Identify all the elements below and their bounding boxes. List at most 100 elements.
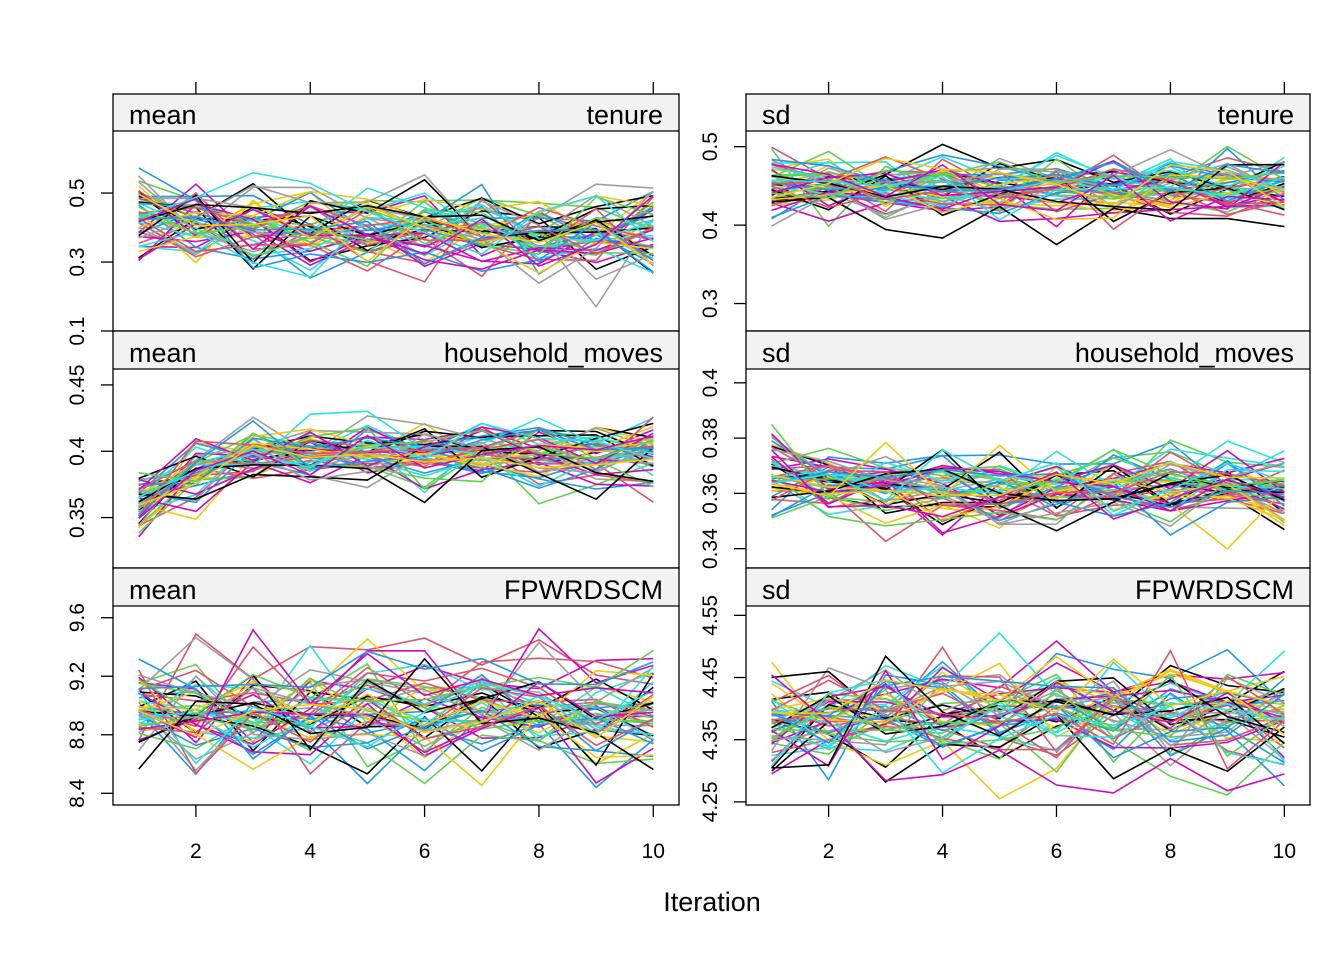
series-line xyxy=(138,194,654,268)
series-line xyxy=(771,158,1285,193)
x-axis: 2 4 6 8 10 2 4 6 8 10 xyxy=(190,82,1296,863)
series-line xyxy=(138,650,654,690)
strip-variable-label: household_moves xyxy=(1075,338,1294,368)
series-line xyxy=(771,649,1285,771)
series-line xyxy=(770,423,1285,512)
series-line xyxy=(138,679,654,787)
series-line xyxy=(138,682,654,765)
strip-background xyxy=(746,331,1310,369)
series-line xyxy=(771,674,1285,794)
y-tick-label: 4.45 xyxy=(699,657,722,698)
series-line xyxy=(138,628,654,739)
panel-frame xyxy=(745,567,1311,806)
y-tick-label: 4.25 xyxy=(699,781,722,822)
series-line xyxy=(137,669,654,775)
series-line xyxy=(771,468,1285,509)
series-line xyxy=(771,175,1285,221)
series-lines xyxy=(138,167,654,309)
panel-sd-tenure: sd tenure 0.3 0.4 0.5 xyxy=(699,93,1311,332)
panel-sd-household_moves: sd household_moves 0.34 0.36 0.38 0.4 xyxy=(699,330,1311,569)
series-line xyxy=(771,680,1285,747)
x-tick-label: 10 xyxy=(642,840,665,863)
x-tick-label: 8 xyxy=(533,840,545,863)
series-lines xyxy=(770,423,1285,550)
series-line xyxy=(771,441,1285,498)
y-tick-label: 0.3 xyxy=(699,289,722,318)
y-tick-label: 0.34 xyxy=(699,528,722,569)
strip-variable-label: tenure xyxy=(586,100,663,130)
series-line xyxy=(138,445,654,501)
strip-stat-label: sd xyxy=(762,100,791,130)
series-line xyxy=(771,448,1285,513)
series-line xyxy=(138,669,654,733)
series-line xyxy=(138,422,654,498)
series-line xyxy=(138,201,654,274)
series-line xyxy=(138,445,654,504)
y-tick-label: 0.1 xyxy=(66,316,89,345)
x-tick-label: 10 xyxy=(1273,840,1296,863)
series-lines xyxy=(138,410,654,538)
series-line xyxy=(138,669,654,726)
series-line xyxy=(771,658,1285,736)
x-tick-label: 8 xyxy=(1165,840,1177,863)
series-line xyxy=(771,196,1285,246)
series-line xyxy=(771,462,1285,517)
strip-stat-label: mean xyxy=(129,338,197,368)
series-line xyxy=(138,209,654,255)
strip-background xyxy=(746,94,1310,131)
panel-mean-tenure: mean tenure 0.1 0.3 0.5 xyxy=(66,93,680,346)
series-line xyxy=(138,429,654,483)
x-tick-label: 4 xyxy=(304,840,316,863)
series-line xyxy=(138,681,654,754)
series-line xyxy=(771,662,1285,739)
strip-background xyxy=(113,94,679,131)
y-tick-label: 0.4 xyxy=(66,436,89,466)
series-lines xyxy=(770,631,1286,800)
y-tick-label: 0.38 xyxy=(699,418,722,459)
series-line xyxy=(771,675,1285,744)
y-tick-label: 8.8 xyxy=(66,720,89,749)
series-line xyxy=(771,697,1285,774)
series-line xyxy=(771,156,1285,205)
strip-stat-label: sd xyxy=(762,575,791,605)
x-tick-label: 2 xyxy=(190,840,202,863)
strip-variable-label: FPWRDSCM xyxy=(504,575,663,605)
y-tick-label: 9.2 xyxy=(66,662,89,691)
series-line xyxy=(771,160,1285,200)
y-tick-label: 8.4 xyxy=(66,778,89,808)
strip-stat-label: mean xyxy=(129,100,197,130)
series-line xyxy=(138,191,654,264)
series-line xyxy=(138,426,654,491)
series-line xyxy=(771,674,1285,758)
x-tick-label: 4 xyxy=(937,840,949,863)
y-tick-label: 0.4 xyxy=(699,368,722,398)
strip-variable-label: FPWRDSCM xyxy=(1135,575,1294,605)
series-line xyxy=(138,649,654,716)
y-tick-label: 0.45 xyxy=(66,364,89,405)
series-line xyxy=(138,171,654,256)
x-tick-label: 6 xyxy=(419,840,431,863)
series-line xyxy=(771,473,1285,527)
series-line xyxy=(138,193,654,266)
x-tick-label: 6 xyxy=(1051,840,1063,863)
x-tick-label: 2 xyxy=(823,840,835,863)
series-line xyxy=(771,675,1285,759)
series-line xyxy=(138,695,654,739)
series-line xyxy=(138,431,654,534)
x-axis-label: Iteration xyxy=(663,887,761,917)
y-tick-label: 0.36 xyxy=(699,473,722,514)
series-line xyxy=(771,469,1285,507)
series-line xyxy=(771,168,1285,206)
strip-stat-label: sd xyxy=(762,338,791,368)
series-line xyxy=(771,465,1285,493)
strip-background xyxy=(113,331,679,369)
series-line xyxy=(771,468,1285,502)
strip-background xyxy=(113,568,679,606)
panel-mean-household_moves: mean household_moves 0.35 0.4 0.45 xyxy=(66,330,680,569)
series-line xyxy=(138,434,654,520)
y-tick-label: 9.6 xyxy=(66,603,89,632)
y-tick-label: 0.5 xyxy=(699,132,722,161)
series-line xyxy=(138,175,654,309)
